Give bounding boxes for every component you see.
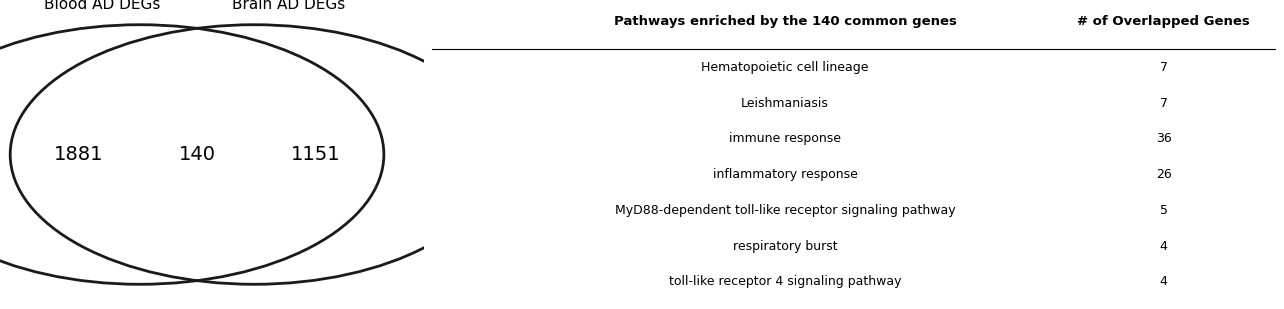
Text: inflammatory response: inflammatory response	[713, 168, 858, 181]
Text: 7: 7	[1159, 61, 1167, 74]
Text: Pathways enriched by the 140 common genes: Pathways enriched by the 140 common gene…	[614, 15, 957, 28]
Text: 1881: 1881	[54, 145, 103, 164]
Text: 7: 7	[1159, 97, 1167, 110]
Text: Brain AD DEGs: Brain AD DEGs	[231, 0, 345, 12]
Text: 4: 4	[1159, 239, 1167, 252]
Text: MyD88-dependent toll-like receptor signaling pathway: MyD88-dependent toll-like receptor signa…	[615, 204, 955, 217]
Text: 140: 140	[178, 145, 216, 164]
Text: Blood AD DEGs: Blood AD DEGs	[44, 0, 160, 12]
Text: toll-like receptor 4 signaling pathway: toll-like receptor 4 signaling pathway	[669, 275, 901, 288]
Text: 36: 36	[1156, 132, 1171, 145]
Text: respiratory burst: respiratory burst	[733, 239, 837, 252]
Text: 26: 26	[1156, 168, 1171, 181]
Text: Leishmaniasis: Leishmaniasis	[741, 97, 829, 110]
Text: # of Overlapped Genes: # of Overlapped Genes	[1077, 15, 1249, 28]
Text: 5: 5	[1159, 204, 1167, 217]
Text: 4: 4	[1159, 275, 1167, 288]
Text: 1151: 1151	[291, 145, 340, 164]
Text: Hematopoietic cell lineage: Hematopoietic cell lineage	[701, 61, 869, 74]
Text: immune response: immune response	[729, 132, 841, 145]
